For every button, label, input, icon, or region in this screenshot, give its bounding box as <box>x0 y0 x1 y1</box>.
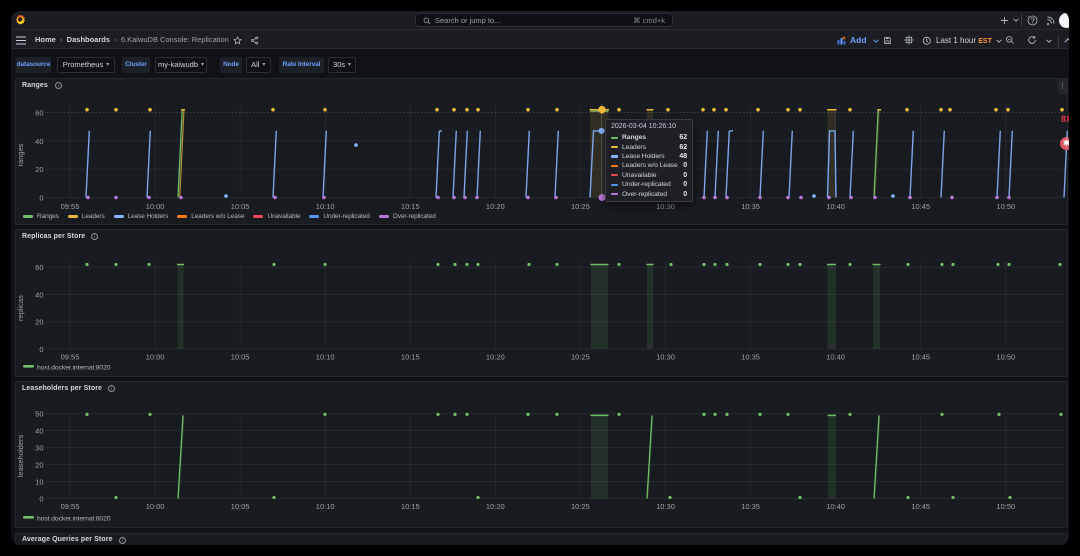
svg-text:10:00: 10:00 <box>146 202 165 211</box>
svg-text:10:10: 10:10 <box>316 353 335 362</box>
svg-text:10:50: 10:50 <box>996 353 1015 362</box>
svg-text:10:20: 10:20 <box>486 202 505 211</box>
svg-text:0: 0 <box>39 194 43 203</box>
svg-text:09:55: 09:55 <box>61 502 80 511</box>
svg-text:10:25: 10:25 <box>571 502 590 511</box>
svg-text:40: 40 <box>35 427 43 436</box>
svg-text:10:35: 10:35 <box>741 353 760 362</box>
svg-text:10:35: 10:35 <box>741 502 760 511</box>
svg-text:0: 0 <box>39 345 43 354</box>
svg-text:10:50: 10:50 <box>996 202 1015 211</box>
svg-text:replicas: replicas <box>16 295 25 321</box>
svg-text:10:40: 10:40 <box>826 202 845 211</box>
svg-text:10:35: 10:35 <box>741 202 760 211</box>
svg-text:10:45: 10:45 <box>911 202 930 211</box>
svg-text:host.docker.internal:8020: host.docker.internal:8020 <box>37 365 111 372</box>
svg-text:10: 10 <box>35 478 43 487</box>
svg-text:10:20: 10:20 <box>486 353 505 362</box>
svg-text:10:05: 10:05 <box>231 502 250 511</box>
svg-text:40: 40 <box>35 291 43 300</box>
svg-text:10:20: 10:20 <box>486 502 505 511</box>
svg-text:10:30: 10:30 <box>656 502 675 511</box>
svg-text:09:55: 09:55 <box>61 202 80 211</box>
svg-text:10:30: 10:30 <box>656 202 675 211</box>
svg-text:10:00: 10:00 <box>146 353 165 362</box>
svg-text:40: 40 <box>35 137 43 146</box>
svg-text:10:25: 10:25 <box>571 353 590 362</box>
svg-text:30: 30 <box>35 444 43 453</box>
svg-text:10:40: 10:40 <box>826 353 845 362</box>
svg-text:10:30: 10:30 <box>656 353 675 362</box>
svg-text:ranges: ranges <box>16 143 25 166</box>
svg-text:10:15: 10:15 <box>401 353 420 362</box>
svg-text:10:15: 10:15 <box>401 202 420 211</box>
svg-text:60: 60 <box>35 263 43 272</box>
svg-text:10:10: 10:10 <box>316 502 335 511</box>
svg-text:10:05: 10:05 <box>231 353 250 362</box>
svg-text:09:55: 09:55 <box>61 353 80 362</box>
svg-text:10:00: 10:00 <box>146 502 165 511</box>
svg-text:10:45: 10:45 <box>911 353 930 362</box>
svg-text:20: 20 <box>35 165 43 174</box>
svg-text:20: 20 <box>35 461 43 470</box>
svg-text:10:15: 10:15 <box>401 502 420 511</box>
svg-text:50: 50 <box>35 410 43 419</box>
svg-text:20: 20 <box>35 318 43 327</box>
svg-text:10:45: 10:45 <box>911 502 930 511</box>
svg-text:10:50: 10:50 <box>996 502 1015 511</box>
svg-text:host.docker.internal:8020: host.docker.internal:8020 <box>37 516 111 523</box>
svg-text:10:25: 10:25 <box>571 202 590 211</box>
svg-text:0: 0 <box>39 495 43 504</box>
svg-text:leaseholders: leaseholders <box>16 434 25 477</box>
svg-text:60: 60 <box>35 109 43 118</box>
svg-text:10:40: 10:40 <box>826 502 845 511</box>
svg-text:10:10: 10:10 <box>316 202 335 211</box>
svg-text:10:05: 10:05 <box>231 202 250 211</box>
